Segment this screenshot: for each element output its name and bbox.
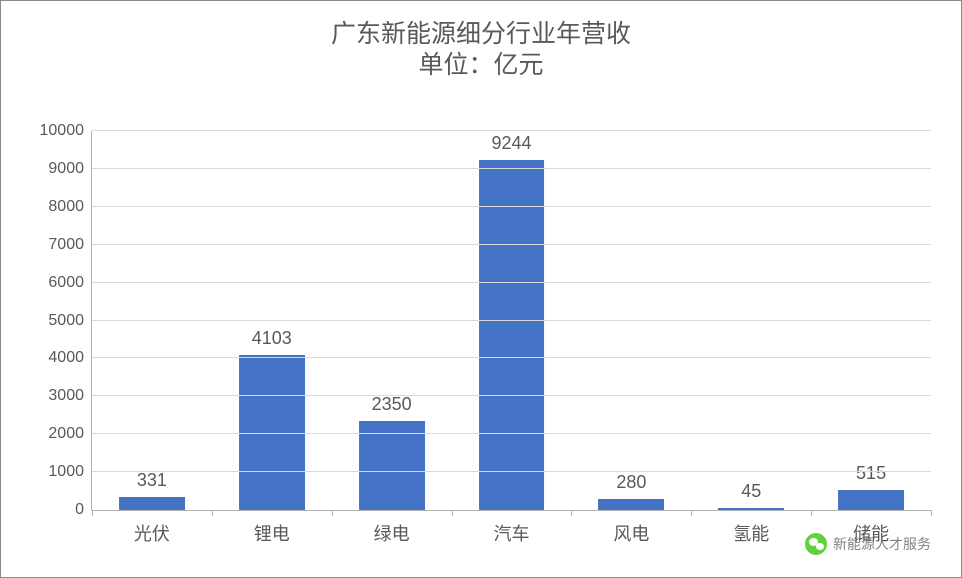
gridline [92, 433, 931, 434]
gridline [92, 168, 931, 169]
ytick-label: 2000 [48, 425, 92, 443]
x-tick-mark [452, 510, 453, 516]
x-tick-mark [571, 510, 572, 516]
bar-slot: 331光伏 [92, 131, 212, 510]
watermark: 新能源人才服务 [805, 533, 931, 555]
ytick-label: 10000 [40, 122, 93, 140]
x-tick-mark [811, 510, 812, 516]
chart-title: 广东新能源细分行业年营收 单位：亿元 [1, 1, 961, 82]
category-label: 汽车 [494, 510, 530, 546]
bar-value-label: 4103 [252, 328, 292, 355]
bar-slot: 45氢能 [691, 131, 811, 510]
category-label: 氢能 [733, 510, 769, 546]
x-tick-mark [931, 510, 932, 516]
gridline [92, 320, 931, 321]
bar: 280 [598, 499, 664, 510]
bar-value-label: 515 [856, 463, 886, 490]
chart-container: 广东新能源细分行业年营收 单位：亿元 331光伏4103锂电2350绿电9244… [0, 0, 962, 578]
bar: 9244 [479, 160, 545, 510]
bar-value-label: 280 [616, 472, 646, 499]
gridline [92, 357, 931, 358]
wechat-icon [805, 533, 827, 555]
bar-value-label: 9244 [491, 133, 531, 160]
ytick-label: 7000 [48, 236, 92, 254]
x-tick-mark [212, 510, 213, 516]
bar-slot: 4103锂电 [212, 131, 332, 510]
ytick-label: 3000 [48, 387, 92, 405]
category-label: 绿电 [374, 510, 410, 546]
category-label: 风电 [613, 510, 649, 546]
ytick-label: 4000 [48, 349, 92, 367]
gridline [92, 244, 931, 245]
title-line-1: 广东新能源细分行业年营收 [1, 19, 961, 50]
title-line-2: 单位：亿元 [1, 50, 961, 81]
bars-row: 331光伏4103锂电2350绿电9244汽车280风电45氢能515储能 [92, 131, 931, 510]
bar-slot: 515储能 [811, 131, 931, 510]
bar: 331 [119, 497, 185, 510]
ytick-label: 8000 [48, 198, 92, 216]
ytick-label: 9000 [48, 160, 92, 178]
gridline [92, 206, 931, 207]
ytick-label: 5000 [48, 312, 92, 330]
ytick-label: 1000 [48, 463, 92, 481]
bar-value-label: 331 [137, 470, 167, 497]
x-tick-mark [332, 510, 333, 516]
gridline [92, 282, 931, 283]
bar: 515 [838, 490, 904, 510]
gridline [92, 471, 931, 472]
x-tick-mark [92, 510, 93, 516]
x-tick-mark [691, 510, 692, 516]
bar: 2350 [359, 421, 425, 510]
category-label: 锂电 [254, 510, 290, 546]
ytick-label: 6000 [48, 274, 92, 292]
bar-slot: 9244汽车 [452, 131, 572, 510]
gridline [92, 130, 931, 131]
watermark-text: 新能源人才服务 [833, 534, 931, 554]
category-label: 光伏 [134, 510, 170, 546]
ytick-label: 0 [75, 501, 92, 519]
plot-area: 331光伏4103锂电2350绿电9244汽车280风电45氢能515储能 01… [91, 131, 931, 511]
gridline [92, 395, 931, 396]
bar-value-label: 2350 [372, 394, 412, 421]
bar-slot: 280风电 [571, 131, 691, 510]
bar-slot: 2350绿电 [332, 131, 452, 510]
bar-value-label: 45 [741, 481, 761, 508]
